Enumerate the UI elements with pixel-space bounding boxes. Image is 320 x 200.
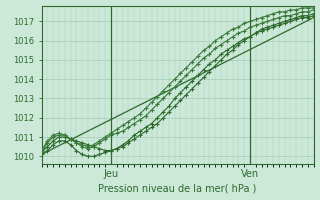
X-axis label: Pression niveau de la mer( hPa ): Pression niveau de la mer( hPa ) [99,183,257,193]
